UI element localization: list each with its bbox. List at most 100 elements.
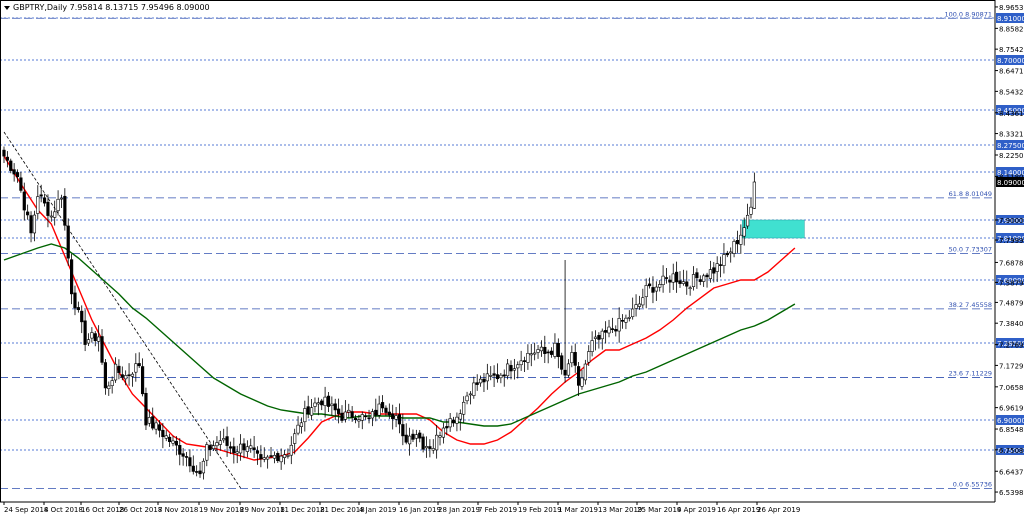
y-tick-label: 7.27690 xyxy=(999,342,1024,350)
candle-body xyxy=(218,440,222,445)
y-tick-label: 6.85480 xyxy=(999,426,1024,434)
candle-body xyxy=(188,457,192,467)
candle-body xyxy=(438,435,442,438)
candle-body xyxy=(394,415,398,420)
candle-body xyxy=(286,455,290,457)
candle-body xyxy=(712,267,716,274)
y-tick-label: 6.96190 xyxy=(999,405,1024,413)
level-price-box xyxy=(996,338,1024,348)
level-price-label: 7.60000 xyxy=(997,277,1024,285)
candle-body xyxy=(536,349,540,353)
candle-body xyxy=(634,304,638,309)
fib-label: 23.6 7.11229 xyxy=(949,370,992,378)
candle-body xyxy=(83,320,87,345)
candle-body xyxy=(59,197,64,200)
candle-body xyxy=(718,264,723,266)
level-price-label: 8.27500 xyxy=(997,142,1024,150)
y-tick-label: 7.79990 xyxy=(999,237,1024,245)
candle-body xyxy=(691,274,696,287)
candle-body xyxy=(242,443,246,451)
candle-body xyxy=(76,307,80,311)
candle-body xyxy=(19,177,23,191)
candle-body xyxy=(543,346,547,354)
candle-body xyxy=(485,373,489,382)
candle-body xyxy=(708,269,713,279)
level-price-label: 6.90000 xyxy=(997,417,1024,425)
candle-body xyxy=(201,460,206,474)
candle-body xyxy=(604,330,608,333)
candle-body xyxy=(208,445,212,450)
candle-body xyxy=(309,407,314,416)
candle-body xyxy=(56,198,60,211)
candle-body xyxy=(651,287,655,293)
candle-body xyxy=(316,402,320,405)
candle-body xyxy=(424,446,429,449)
price-axis: 8.91000 8.70000 8.45000 8.27500 8.14000 7.900… xyxy=(995,4,1024,497)
level-price-box xyxy=(996,55,1024,65)
candle-body xyxy=(357,419,361,422)
chevron-down-icon[interactable] xyxy=(4,5,10,10)
candle-body xyxy=(478,378,483,384)
candle-body xyxy=(414,434,418,439)
candle-body xyxy=(627,317,631,319)
candle-body xyxy=(367,417,371,420)
candle-body xyxy=(303,408,307,423)
candle-body xyxy=(549,350,554,355)
candle-body xyxy=(506,363,510,377)
candle-body xyxy=(232,446,236,454)
candle-body xyxy=(678,280,682,284)
candle-body xyxy=(620,319,625,322)
y-tick-label: 6.75085 xyxy=(999,447,1024,455)
candle-body xyxy=(445,426,449,429)
candle-body xyxy=(239,443,243,454)
candle-body xyxy=(539,346,544,352)
candle-body xyxy=(228,446,233,449)
candle-body xyxy=(269,455,273,457)
candle-body xyxy=(668,279,672,283)
x-tick-label: 21 Dec 2018 xyxy=(320,506,365,514)
candle-body xyxy=(80,310,84,323)
candle-body xyxy=(90,332,94,339)
candle-body xyxy=(509,365,513,372)
chart-title-text: GBPTRY,Daily 7.95814 8.13715 7.95496 8.0… xyxy=(13,3,210,12)
level-price-box xyxy=(996,140,1024,150)
candle-body xyxy=(387,411,391,416)
candle-body xyxy=(563,369,567,376)
candle-body xyxy=(29,215,33,234)
level-price-label: 7.81000 xyxy=(997,235,1024,243)
candle-body xyxy=(235,451,239,454)
candle-body xyxy=(66,225,70,259)
candle-body xyxy=(593,336,598,339)
x-tick-label: 7 Feb 2019 xyxy=(478,506,517,514)
candle-body xyxy=(174,440,178,446)
level-price-label: 8.91000 xyxy=(997,15,1024,23)
candle-body xyxy=(688,287,692,290)
candle-body xyxy=(249,445,253,449)
candle-body xyxy=(705,274,709,278)
candle-body xyxy=(455,416,459,424)
y-tick-label: 6.53980 xyxy=(999,489,1024,497)
candle-body xyxy=(664,277,669,279)
y-tick-label: 7.68785 xyxy=(999,259,1024,267)
fib-label: 0.0 6.55736 xyxy=(953,481,992,489)
candle-body xyxy=(377,403,381,416)
candle-body xyxy=(742,227,746,237)
candle-body xyxy=(151,416,155,429)
horizontal-levels xyxy=(0,17,995,451)
candle-body xyxy=(279,455,283,463)
x-tick-label: 7 Nov 2018 xyxy=(158,506,198,514)
fib-label: 100.0 8.90871 xyxy=(944,10,992,18)
candle-body xyxy=(671,273,675,283)
candle-body xyxy=(347,409,351,413)
level-price-box xyxy=(996,215,1024,225)
candle-body xyxy=(124,375,128,380)
candle-body xyxy=(320,400,324,406)
candle-body xyxy=(12,169,16,175)
candle-body xyxy=(313,402,317,407)
candle-body xyxy=(364,415,368,418)
fib-label: 50.0 7.73307 xyxy=(949,245,992,253)
candle-body xyxy=(553,342,557,357)
candle-body xyxy=(729,251,733,254)
candle-body xyxy=(181,453,185,457)
candle-body xyxy=(441,427,446,438)
